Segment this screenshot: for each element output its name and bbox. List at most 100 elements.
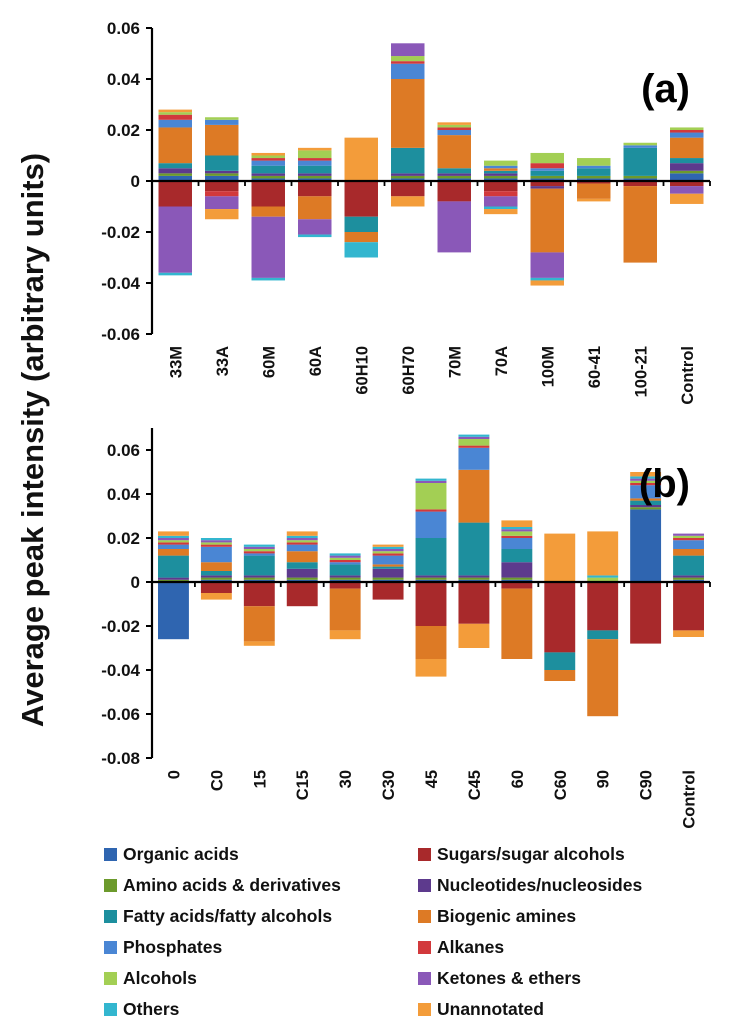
panel-b-x-tick-label: C60 (552, 770, 570, 800)
panel-a-bar-segment (670, 193, 704, 204)
panel-b-bar-segment (501, 538, 533, 549)
panel-b-bar-segment (587, 531, 619, 576)
panel-a-x-tick-label: 100-21 (632, 346, 650, 397)
panel-b-bar-segment (630, 485, 662, 499)
legend-label: Ketones & ethers (437, 968, 581, 988)
panel-b-bar-segment (286, 538, 318, 541)
panel-b-bar-segment (200, 540, 232, 543)
panel-b-bar-segment (673, 549, 704, 556)
panel-a-y-tick-label: 0 (131, 172, 140, 191)
panel-b-bar-segment (372, 568, 404, 578)
legend-item: Organic acids (104, 842, 400, 867)
panel-a-bar-segment (484, 181, 518, 192)
panel-a-bar-segment (437, 135, 471, 169)
panel-b-bar-segment (372, 566, 404, 569)
panel-a-x-tick-label: 60H70 (400, 346, 418, 395)
panel-b-bar-segment (673, 582, 704, 631)
panel-a-bar-segment (391, 173, 425, 176)
panel-b-bar-segment (458, 436, 490, 439)
panel-a-bar-segment (484, 175, 518, 179)
legend-swatch (418, 1003, 431, 1016)
panel-b-bar-segment (329, 575, 361, 578)
panel-b-bar-segment (200, 575, 232, 578)
panel-a-bar-segment (577, 198, 611, 202)
panel-b-x-tick-label: 90 (595, 770, 613, 788)
panel-a-bar-segment (391, 56, 425, 62)
panel-a-bar-segment (484, 173, 518, 176)
panel-a-bar-segment (623, 145, 657, 148)
legend-item: Ketones & ethers (418, 966, 718, 991)
panel-b-bar-segment (587, 630, 619, 640)
panel-a-bar-segment (484, 196, 518, 207)
panel-a-bar-segment (251, 165, 285, 174)
panel-b-bar-segment (372, 553, 404, 556)
panel-a-bar-segment (484, 191, 518, 197)
panel-a-bar-segment (344, 181, 378, 217)
panel-b-bar-segment (544, 582, 576, 653)
panel-a-bar-segment (251, 206, 285, 217)
panel-b-bar-segment (158, 538, 189, 541)
panel-b-bar-segment (243, 553, 275, 556)
panel-a-bar-segment (437, 201, 471, 253)
panel-b-bar-segment (329, 630, 361, 640)
panel-b-bar-segment (200, 542, 232, 545)
panel-b-bar-segment (458, 582, 490, 624)
panel-a-bar-segment (158, 109, 192, 113)
panel-b-bar-segment (329, 564, 361, 576)
panel-b-bar-segment (372, 544, 404, 547)
panel-a-bar-segment (577, 181, 611, 184)
panel-a-x-tick-label: 33A (214, 346, 232, 376)
panel-b-bar-segment (372, 555, 404, 565)
panel-b-bar-segment (587, 577, 619, 582)
legend-item: Fatty acids/fatty alcohols (104, 904, 400, 929)
panel-b-bar-segment (329, 577, 361, 580)
panel-a-bar-segment (577, 158, 611, 166)
panel-b-bar-segment (673, 538, 704, 541)
panel-a-bar-segment (298, 158, 332, 161)
panel-a-bar-segment (158, 168, 192, 174)
panel-a-bar-segment (391, 178, 425, 181)
panel-a-x-tick-label: 60-41 (586, 346, 604, 388)
panel-b-bar-segment (372, 582, 404, 600)
panel-a-bar-segment (344, 137, 378, 181)
legend-label: Alkanes (437, 937, 505, 957)
panel-a-bar-segment (670, 132, 704, 138)
panel-a-bar-segment (623, 142, 657, 146)
panel-b-bar-segment (415, 480, 447, 483)
panel-b-bar-segment (673, 535, 704, 538)
legend-item: Alcohols (104, 966, 400, 991)
panel-a-bar-segment (205, 119, 239, 125)
panel-a-bar-segment (530, 181, 564, 187)
panel-b-x-tick-label: 0 (165, 770, 183, 779)
legend-swatch (418, 848, 431, 861)
panel-b-bar-segment (415, 659, 447, 677)
panel-b-bar-segment (501, 529, 533, 532)
panel-a-bar-segment (298, 196, 332, 220)
panel-a-bar-segment (251, 155, 285, 159)
panel-b-y-tick-label: 0.06 (107, 441, 140, 460)
panel-b-x-tick-label: 60 (509, 770, 527, 788)
panel-a-bar-segment (298, 150, 332, 159)
panel-a-bar-segment (530, 188, 564, 253)
legend-swatch (104, 1003, 117, 1016)
panel-b-x-tick-label: 45 (423, 770, 441, 788)
panel-a-bar-segment (623, 175, 657, 179)
panel-b-bar-segment (544, 670, 576, 681)
panel-a-y-tick-label: 0.04 (107, 70, 141, 89)
panel-b-y-tick-label: -0.04 (101, 661, 140, 680)
panel-a-bar-segment (437, 168, 471, 174)
panel-b-bar-segment (286, 562, 318, 569)
panel-b-bar-segment (200, 562, 232, 571)
panel-b-bar-segment (415, 511, 447, 538)
panel-a-bar-segment (298, 181, 332, 197)
legend-label: Phosphates (123, 937, 223, 957)
panel-a-bar-segment (391, 63, 425, 79)
legend-label: Organic acids (123, 844, 239, 864)
panel-a-bar-segment (530, 186, 564, 189)
panel-a-bar-segment (205, 196, 239, 210)
legend-swatch (104, 879, 117, 892)
panel-b-bar-segment (501, 527, 533, 530)
panel-b-bar-segment (286, 582, 318, 607)
panel-b-bar-segment (243, 555, 275, 576)
